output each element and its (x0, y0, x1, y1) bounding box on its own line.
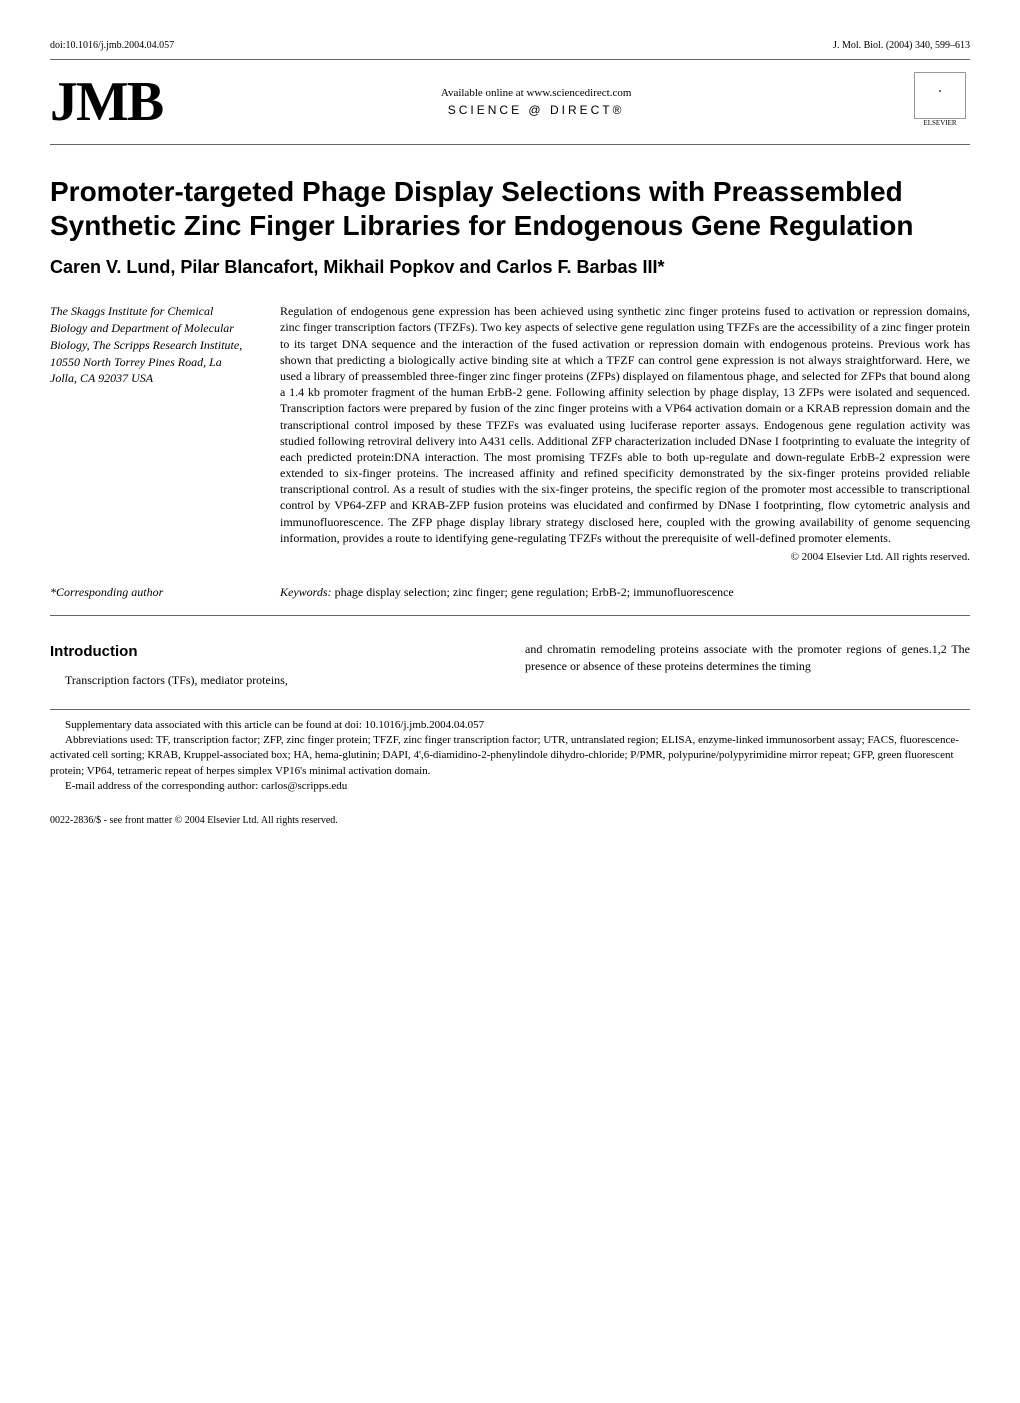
journal-banner: JMB Available online at www.sciencedirec… (50, 59, 970, 145)
sciencedirect-text: SCIENCE @ DIRECT® (162, 103, 910, 117)
corresponding-author: *Corresponding author (50, 585, 250, 600)
article-title: Promoter-targeted Phage Display Selectio… (50, 175, 970, 242)
elsevier-logo: ELSEVIER (910, 72, 970, 132)
keywords-block: Keywords: phage display selection; zinc … (280, 585, 970, 600)
abstract-text: Regulation of endogenous gene expression… (280, 304, 970, 545)
introduction-heading: Introduction (50, 641, 495, 662)
header-row: doi:10.1016/j.jmb.2004.04.057 J. Mol. Bi… (50, 40, 970, 51)
keywords-text: phage display selection; zinc finger; ge… (335, 585, 734, 599)
doi-text: doi:10.1016/j.jmb.2004.04.057 (50, 40, 174, 51)
introduction-section: Introduction Transcription factors (TFs)… (50, 641, 970, 689)
email-note: E-mail address of the corresponding auth… (50, 779, 970, 794)
bottom-copyright: 0022-2836/$ - see front matter © 2004 El… (50, 815, 970, 826)
abstract-column: Regulation of endogenous gene expression… (280, 303, 970, 565)
keywords-section: *Corresponding author Keywords: phage di… (50, 585, 970, 616)
online-text: Available online at www.sciencedirect.co… (162, 87, 910, 99)
jmb-logo: JMB (50, 70, 162, 134)
citation-text: J. Mol. Biol. (2004) 340, 599–613 (833, 40, 970, 51)
footer-section: Supplementary data associated with this … (50, 709, 970, 795)
affiliation-text: The Skaggs Institute for Chemical Biolog… (50, 303, 250, 565)
authors-list: Caren V. Lund, Pilar Blancafort, Mikhail… (50, 257, 970, 278)
copyright-text: © 2004 Elsevier Ltd. All rights reserved… (280, 550, 970, 565)
abbreviations-note: Abbreviations used: TF, transcription fa… (50, 733, 970, 779)
elsevier-tree-icon (914, 72, 966, 119)
intro-text-left: Transcription factors (TFs), mediator pr… (50, 672, 495, 689)
keywords-label: Keywords: (280, 585, 332, 599)
intro-text-right: and chromatin remodeling proteins associ… (525, 641, 970, 675)
intro-left-column: Introduction Transcription factors (TFs)… (50, 641, 495, 689)
supplementary-note: Supplementary data associated with this … (50, 718, 970, 733)
intro-right-column: and chromatin remodeling proteins associ… (525, 641, 970, 689)
jmb-logo-text: JMB (50, 71, 162, 133)
elsevier-label: ELSEVIER (910, 119, 970, 127)
online-availability: Available online at www.sciencedirect.co… (162, 87, 910, 117)
abstract-section: The Skaggs Institute for Chemical Biolog… (50, 303, 970, 565)
